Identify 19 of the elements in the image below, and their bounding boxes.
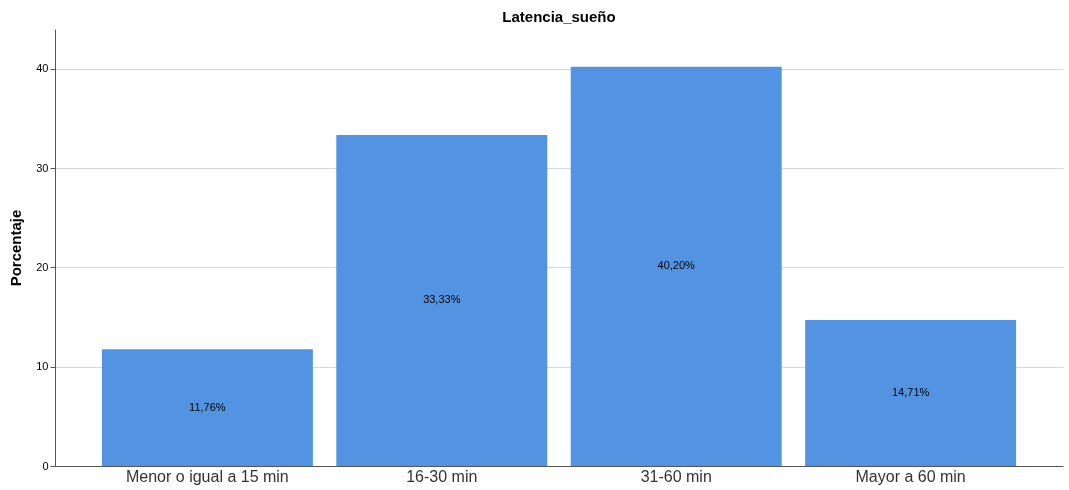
y-tick-label: 10 (36, 360, 49, 373)
y-tick-label: 30 (36, 161, 49, 174)
y-tick-label: 20 (36, 260, 49, 273)
y-axis-title: Porcentaje (7, 209, 25, 287)
y-tick-label: 0 (42, 459, 49, 472)
x-tick-label: 31-60 min (640, 467, 712, 485)
data-label: 33,33% (423, 293, 461, 306)
x-tick-label: Mayor a 60 min (855, 467, 966, 485)
y-tick-label: 40 (36, 62, 49, 75)
bar (805, 319, 1017, 466)
bar (570, 66, 782, 466)
data-label: 40,20% (657, 259, 696, 272)
data-label: 14,71% (891, 385, 930, 398)
bar (101, 349, 313, 466)
chart-title: Latencia_sueño (502, 8, 616, 25)
bar (336, 134, 548, 466)
data-label: 11,76% (189, 400, 226, 413)
x-tick-label: 16-30 min (406, 467, 478, 485)
x-tick-label: Menor o igual a 15 min (125, 467, 289, 485)
